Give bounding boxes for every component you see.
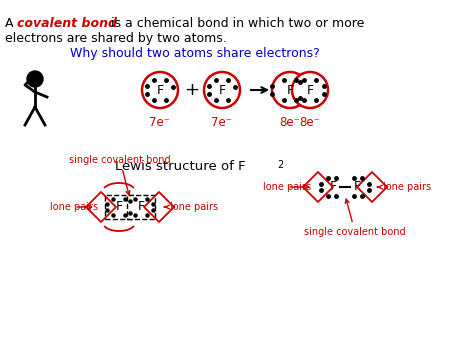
Circle shape bbox=[142, 72, 178, 108]
Text: lone pairs: lone pairs bbox=[263, 182, 311, 192]
Circle shape bbox=[272, 72, 308, 108]
Text: lone pairs: lone pairs bbox=[164, 202, 218, 212]
Text: F: F bbox=[306, 83, 314, 97]
Text: F: F bbox=[137, 201, 145, 213]
Text: F: F bbox=[354, 180, 361, 193]
Text: 8e⁻: 8e⁻ bbox=[280, 116, 301, 129]
Text: F: F bbox=[156, 83, 164, 97]
Text: Why should two atoms share electrons?: Why should two atoms share electrons? bbox=[70, 47, 320, 60]
Text: electrons are shared by two atoms.: electrons are shared by two atoms. bbox=[5, 32, 227, 45]
FancyBboxPatch shape bbox=[127, 195, 155, 219]
FancyBboxPatch shape bbox=[105, 195, 133, 219]
Circle shape bbox=[204, 72, 240, 108]
Circle shape bbox=[292, 72, 328, 108]
Text: +: + bbox=[184, 81, 200, 99]
Text: 7e⁻: 7e⁻ bbox=[211, 116, 233, 129]
Text: single covalent bond: single covalent bond bbox=[304, 199, 406, 237]
Text: F: F bbox=[116, 201, 123, 213]
Text: A: A bbox=[5, 17, 18, 30]
Text: covalent bond: covalent bond bbox=[17, 17, 117, 30]
Text: is a chemical bond in which two or more: is a chemical bond in which two or more bbox=[107, 17, 365, 30]
Circle shape bbox=[27, 71, 43, 87]
Text: F: F bbox=[219, 83, 226, 97]
Text: 2: 2 bbox=[277, 160, 283, 170]
Text: 7e⁻: 7e⁻ bbox=[149, 116, 171, 129]
Text: F: F bbox=[286, 83, 293, 97]
Text: lone pairs: lone pairs bbox=[50, 202, 98, 212]
Text: Lewis structure of F: Lewis structure of F bbox=[115, 160, 246, 173]
Text: F: F bbox=[329, 180, 337, 193]
Text: 8e⁻: 8e⁻ bbox=[300, 116, 320, 129]
Text: lone pairs: lone pairs bbox=[377, 182, 431, 192]
Text: single covalent bond: single covalent bond bbox=[69, 155, 171, 195]
